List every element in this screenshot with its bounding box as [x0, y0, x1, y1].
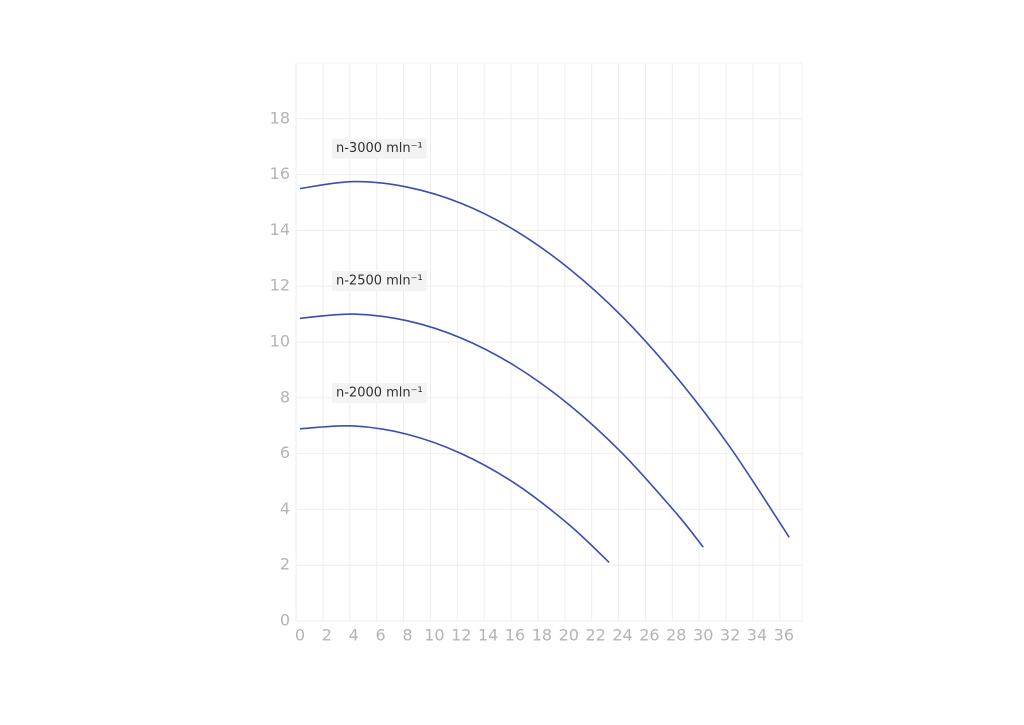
curve-label: n-2000 mln⁻¹	[332, 382, 427, 403]
x-tick-label: 22	[586, 626, 606, 645]
x-tick-label: 18	[532, 626, 552, 645]
series-label: n-2000 mln⁻¹	[336, 385, 423, 400]
label-bg	[332, 138, 427, 159]
y-tick-label: 2	[280, 555, 290, 574]
y-tick-label: 12	[270, 276, 290, 295]
x-tick-label: 32	[720, 626, 740, 645]
label-bg	[332, 382, 427, 403]
x-tick-label: 26	[639, 626, 659, 645]
x-tick-label: 2	[322, 626, 332, 645]
curve-label: n-2500 mln⁻¹	[332, 271, 427, 292]
x-tick-label: 6	[376, 626, 386, 645]
x-tick-label: 28	[666, 626, 686, 645]
x-tick-label: 36	[774, 626, 794, 645]
x-tick-label: 14	[478, 626, 498, 645]
label-bg	[332, 271, 427, 292]
series-label: n-2500 mln⁻¹	[336, 274, 423, 289]
curve	[299, 313, 704, 548]
y-tick-label: 16	[270, 164, 290, 183]
x-tick-label: 30	[693, 626, 713, 645]
x-tick-label: 4	[349, 626, 359, 645]
y-tick-label: 14	[270, 220, 290, 239]
y-tick-label: 8	[280, 387, 290, 406]
y-tick-label: 10	[270, 332, 290, 351]
y-tick-label: 0	[280, 611, 290, 630]
x-tick-label: 10	[424, 626, 444, 645]
x-tick-label: 8	[402, 626, 412, 645]
x-tick-label: 20	[559, 626, 579, 645]
x-tick-label: 0	[295, 626, 305, 645]
x-tick-label: 16	[505, 626, 525, 645]
curve	[299, 425, 610, 563]
x-tick-label: 24	[612, 626, 632, 645]
x-tick-label: 12	[451, 626, 471, 645]
y-tick-label: 18	[270, 108, 290, 127]
series-label: n-3000 mln⁻¹	[336, 141, 423, 156]
curve	[299, 180, 790, 538]
x-tick-label: 34	[747, 626, 767, 645]
curve-label: n-3000 mln⁻¹	[332, 138, 427, 159]
y-tick-label: 6	[280, 443, 290, 462]
y-tick-label: 4	[280, 499, 290, 518]
